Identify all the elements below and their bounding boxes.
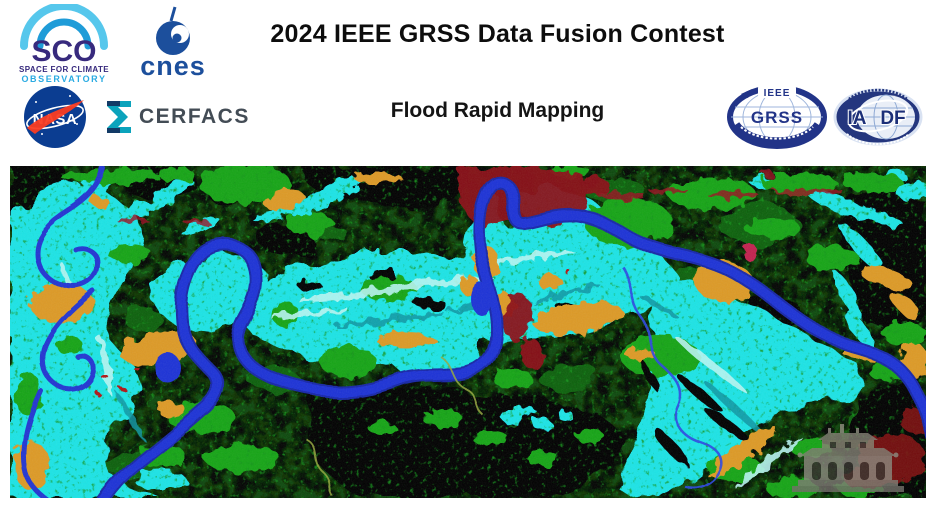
cerfacs-logo: CERFACS — [106, 100, 250, 134]
sco-acronym: SCO — [31, 35, 96, 68]
cnes-logo-icon: cnes — [140, 6, 206, 81]
page-title: 2024 IEEE GRSS Data Fusion Contest — [270, 20, 725, 48]
iadf-left-text: IA — [848, 108, 867, 129]
sco-line2: OBSERVATORY — [21, 74, 106, 84]
cerfacs-sigma-icon — [107, 101, 131, 133]
flood-map-image — [10, 166, 926, 498]
ieee-grss-logo-icon: IEEE GRSS — [727, 85, 827, 149]
map-pixel-noise-overlay — [10, 166, 926, 498]
sco-line1: SPACE FOR CLIMATE — [19, 65, 109, 74]
iadf-logo-icon: IA DF — [833, 88, 923, 146]
nasa-logo-icon: NASA — [24, 86, 86, 148]
iadf-right-text: DF — [880, 108, 905, 129]
grss-acronym: GRSS — [751, 108, 803, 127]
cnes-wordmark: cnes — [140, 51, 206, 81]
sco-logo-icon: SCO SPACE FOR CLIMATE OBSERVATORY — [19, 4, 109, 84]
page-subtitle: Flood Rapid Mapping — [390, 99, 605, 122]
grss-top-text: IEEE — [764, 88, 791, 99]
cerfacs-wordmark: CERFACS — [139, 105, 250, 128]
